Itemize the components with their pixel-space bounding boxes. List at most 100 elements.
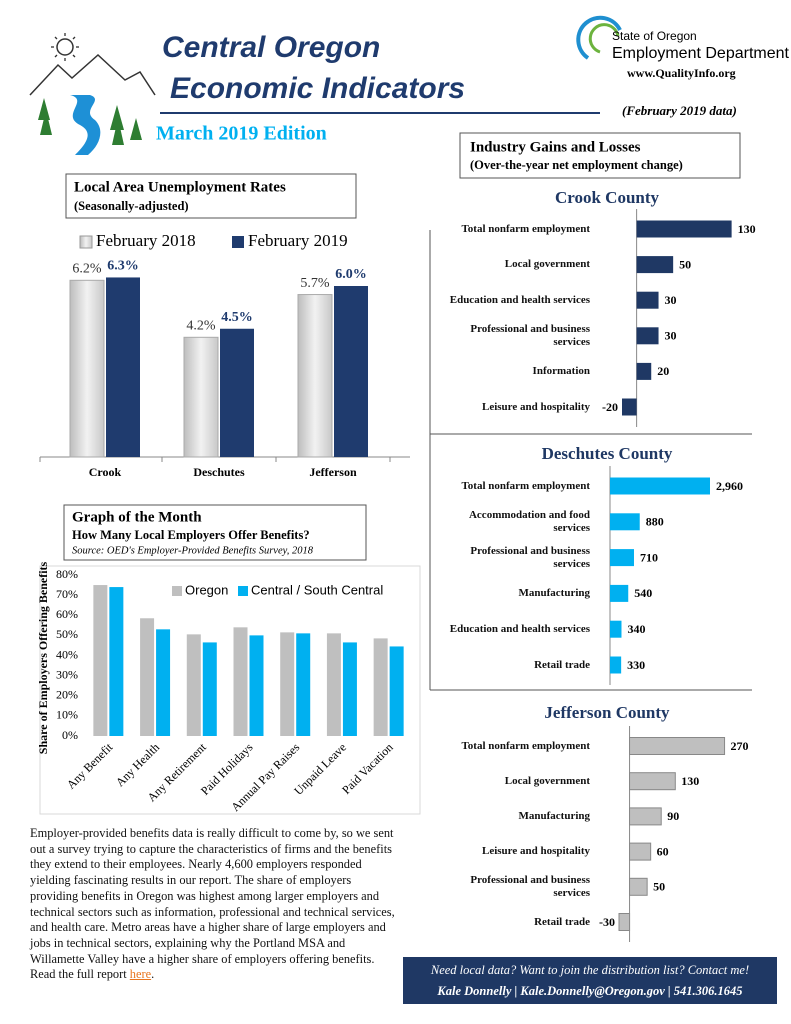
bar — [297, 294, 333, 458]
title: Economic Indicators — [170, 72, 465, 105]
value-label: 90 — [667, 809, 679, 823]
bar — [373, 638, 388, 736]
bar — [636, 362, 652, 380]
value-label: 30 — [665, 329, 677, 343]
bar — [140, 618, 155, 736]
value-label: 50 — [653, 880, 665, 894]
category-label: Total nonfarm employment — [461, 222, 590, 235]
bar — [342, 642, 357, 736]
bar — [636, 327, 659, 345]
chart-title: Local Area Unemployment Rates — [74, 179, 286, 195]
bar — [106, 277, 140, 457]
value-label: 6.2% — [72, 262, 102, 277]
y-tick-label: 20% — [56, 688, 78, 702]
value-label: 2,960 — [716, 479, 743, 493]
category-label: Leisure and hospitality — [482, 400, 590, 413]
category-label: Local government — [504, 774, 590, 787]
value-label: 60 — [657, 844, 669, 858]
agency-logo — [576, 15, 622, 60]
bar — [610, 513, 640, 531]
bar — [202, 642, 217, 736]
bar — [622, 398, 637, 416]
value-label: 6.0% — [335, 267, 367, 282]
value-label: 5.7% — [300, 276, 330, 291]
bar — [610, 549, 634, 567]
bar — [629, 807, 662, 826]
plot-frame — [39, 565, 421, 815]
category-label: Local government — [504, 258, 590, 271]
bar — [186, 634, 201, 736]
footer-line: Kale Donnelly | Kale.Donnelly@Oregon.gov… — [437, 984, 743, 998]
legend-swatch — [232, 236, 244, 248]
bar — [249, 635, 264, 736]
footer: Need local data? Want to join the distri… — [403, 957, 777, 1004]
report-link[interactable]: here — [129, 967, 152, 982]
bar — [220, 328, 254, 457]
bar — [326, 633, 341, 736]
category-label: Manufacturing — [518, 586, 591, 599]
value-label: 20 — [657, 364, 669, 378]
value-label: 50 — [679, 257, 691, 271]
chart-subtitle: How Many Local Employers Offer Benefits? — [72, 528, 310, 542]
y-axis-label: Share of Employers Offering Benefits — [36, 561, 50, 754]
bar — [618, 913, 631, 931]
value-label: 30 — [665, 293, 677, 307]
chart-subtitle: (Seasonally-adjusted) — [74, 199, 189, 213]
bar — [233, 627, 248, 736]
x-tick-label: Crook — [89, 465, 122, 479]
agency: State of Oregon — [612, 29, 697, 43]
category-label: Education and health services — [449, 622, 590, 635]
section-subtitle: (Over-the-year net employment change) — [470, 158, 683, 172]
footer-line: Need local data? Want to join the distri… — [430, 963, 750, 977]
legend-label: February 2018 — [96, 231, 196, 250]
value-label: 330 — [627, 658, 645, 672]
value-label: -20 — [602, 400, 618, 414]
value-label: -30 — [599, 915, 615, 929]
value-label: 130 — [738, 222, 756, 236]
legend-swatch — [172, 586, 182, 596]
bar — [610, 477, 710, 495]
value-label: 4.2% — [186, 319, 216, 334]
bar — [610, 584, 629, 602]
value-label: 710 — [640, 550, 658, 564]
category-label: Accommodation and food services — [468, 508, 590, 534]
category-label: Professional and business services — [470, 544, 590, 570]
y-tick-label: 40% — [56, 647, 78, 661]
bar — [280, 632, 295, 736]
category-label: Retail trade — [534, 915, 590, 928]
value-label: 130 — [681, 774, 699, 788]
chart-title: Jefferson County — [544, 703, 670, 722]
bar — [296, 633, 311, 736]
legend-label: Central / South Central — [251, 582, 383, 597]
y-tick-label: 0% — [62, 728, 78, 742]
chart-source: Source: OED's Employer-Provided Benefits… — [72, 545, 314, 556]
bar — [629, 877, 648, 896]
agency: Employment Department — [612, 45, 790, 62]
x-tick-label: Any Health — [113, 740, 162, 789]
website: www.QualityInfo.org — [627, 66, 736, 80]
category-label: Total nonfarm employment — [461, 479, 590, 492]
value-label: 6.3% — [107, 259, 139, 274]
chart-box — [63, 504, 367, 561]
section-box — [459, 132, 741, 179]
legend-swatch — [238, 586, 248, 596]
bar — [636, 220, 732, 238]
bar — [610, 620, 622, 638]
title: Central Oregon — [162, 31, 380, 64]
bar — [629, 772, 676, 791]
y-tick-label: 50% — [56, 627, 78, 641]
y-tick-label: 10% — [56, 708, 78, 722]
category-label: Total nonfarm employment — [461, 739, 590, 752]
logo — [29, 33, 156, 155]
bar — [156, 629, 171, 736]
bar — [636, 256, 674, 274]
legend-label: February 2019 — [248, 231, 348, 250]
legend-label: Oregon — [185, 582, 228, 597]
chart-title: Graph of the Month — [72, 509, 202, 525]
y-tick-label: 80% — [56, 567, 78, 581]
article-text: Employer-provided benefits data is reall… — [30, 826, 395, 982]
y-tick-label: 60% — [56, 607, 78, 621]
category-label: Retail trade — [534, 658, 590, 671]
